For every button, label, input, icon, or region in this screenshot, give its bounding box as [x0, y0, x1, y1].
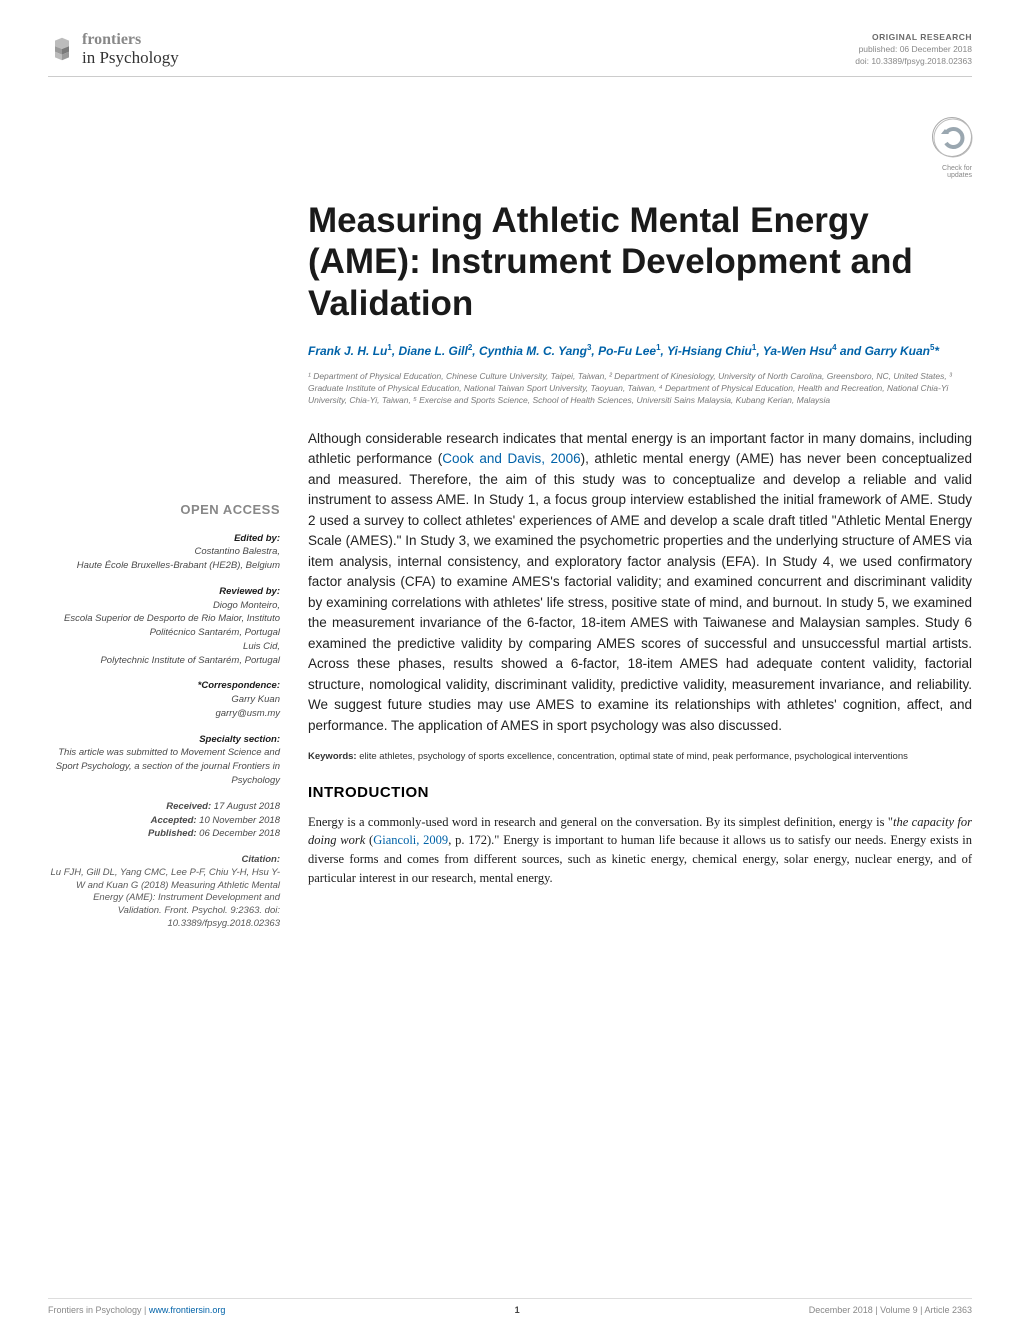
page-number: 1: [515, 1305, 520, 1315]
footer-left: Frontiers in Psychology | www.frontiersi…: [48, 1305, 225, 1315]
header-meta: ORIGINAL RESEARCH published: 06 December…: [855, 32, 972, 68]
frontiers-cube-icon: [48, 35, 76, 63]
keywords: Keywords: elite athletes, psychology of …: [308, 750, 972, 763]
keywords-label: Keywords:: [308, 751, 357, 762]
received-label: Received:: [166, 801, 211, 812]
reviewed-by-block: Reviewed by: Diogo Monteiro, Escola Supe…: [48, 585, 280, 668]
reviewer2-affil: Polytechnic Institute of Santarém, Portu…: [48, 654, 280, 668]
crossmark-icon: [932, 117, 972, 157]
reviewer1-affil: Escola Superior de Desporto de Rio Maior…: [48, 612, 280, 640]
published-date: 06 December 2018: [197, 828, 280, 839]
citation-label: Citation:: [48, 853, 280, 867]
reviewed-by-label: Reviewed by:: [48, 585, 280, 599]
footer-right: December 2018 | Volume 9 | Article 2363: [809, 1305, 972, 1315]
published-label: Published:: [148, 828, 197, 839]
reviewer1-name: Diogo Monteiro,: [48, 599, 280, 613]
correspondence-email[interactable]: garry@usm.my: [48, 707, 280, 721]
editor-name: Costantino Balestra,: [48, 545, 280, 559]
logo-text-bottom: in Psychology: [82, 49, 179, 67]
accepted-date: 10 November 2018: [197, 815, 280, 826]
crossmark-label: Check for updates: [48, 165, 972, 180]
citation-block: Citation: Lu FJH, Gill DL, Yang CMC, Lee…: [48, 853, 280, 931]
editor-affil: Haute École Bruxelles-Brabant (HE2B), Be…: [48, 559, 280, 573]
received-date: 17 August 2018: [211, 801, 280, 812]
dates-block: Received: 17 August 2018 Accepted: 10 No…: [48, 800, 280, 841]
page-header: frontiers in Psychology ORIGINAL RESEARC…: [48, 32, 972, 77]
correspondence-label: *Correspondence:: [48, 679, 280, 693]
citation-text: Lu FJH, Gill DL, Yang CMC, Lee P-F, Chiu…: [48, 867, 280, 931]
specialty-block: Specialty section: This article was subm…: [48, 733, 280, 788]
article-title: Measuring Athletic Mental Energy (AME): …: [308, 200, 972, 324]
edited-by-label: Edited by:: [48, 532, 280, 546]
author-list: Frank J. H. Lu1, Diane L. Gill2, Cynthia…: [308, 342, 972, 360]
journal-logo: frontiers in Psychology: [48, 32, 179, 67]
accepted-label: Accepted:: [151, 815, 197, 826]
specialty-text: This article was submitted to Movement S…: [48, 746, 280, 787]
specialty-label: Specialty section:: [48, 733, 280, 747]
abstract-text: Although considerable research indicates…: [308, 429, 972, 737]
logo-text-top: frontiers: [82, 32, 179, 49]
edited-by-block: Edited by: Costantino Balestra, Haute Éc…: [48, 532, 280, 573]
doi-text: doi: 10.3389/fpsyg.2018.02363: [855, 56, 972, 68]
article-type: ORIGINAL RESEARCH: [855, 32, 972, 44]
main-content: Although considerable research indicates…: [308, 429, 972, 943]
crossmark-badge[interactable]: Check for updates: [48, 117, 972, 180]
reviewer2-name: Luis Cid,: [48, 640, 280, 654]
correspondence-block: *Correspondence: Garry Kuan garry@usm.my: [48, 679, 280, 720]
footer-url[interactable]: www.frontiersin.org: [149, 1305, 226, 1315]
open-access-label: OPEN ACCESS: [48, 501, 280, 520]
correspondence-name: Garry Kuan: [48, 693, 280, 707]
publish-date: published: 06 December 2018: [855, 44, 972, 56]
page-footer: Frontiers in Psychology | www.frontiersi…: [48, 1298, 972, 1315]
sidebar: OPEN ACCESS Edited by: Costantino Balest…: [48, 429, 280, 943]
keywords-text: elite athletes, psychology of sports exc…: [357, 751, 908, 762]
intro-paragraph: Energy is a commonly-used word in resear…: [308, 813, 972, 888]
affiliation-list: ¹ Department of Physical Education, Chin…: [308, 370, 972, 407]
section-heading: INTRODUCTION: [308, 784, 972, 801]
footer-journal[interactable]: Frontiers in Psychology: [48, 1305, 142, 1315]
